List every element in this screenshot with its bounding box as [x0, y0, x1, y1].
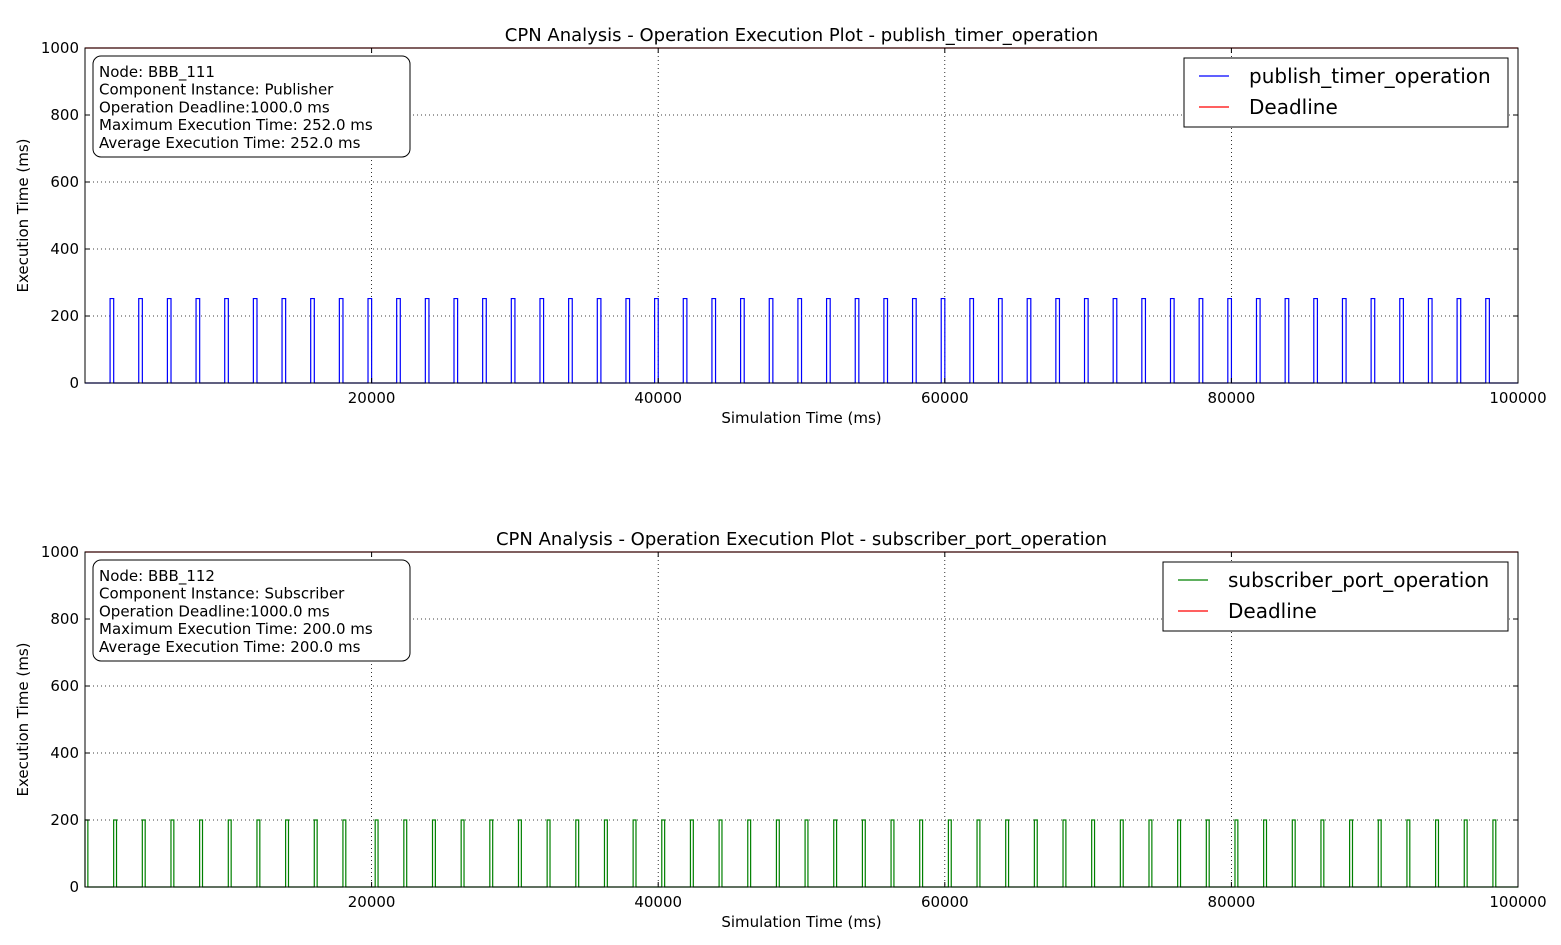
x-tick-label: 100000: [1489, 893, 1546, 911]
y-axis-label: Execution Time (ms): [14, 139, 32, 293]
y-tick-label: 400: [50, 744, 79, 762]
info-box: [92, 55, 411, 158]
x-tick-label: 60000: [921, 389, 969, 407]
x-tick-label: 40000: [634, 389, 682, 407]
axes-frame: [84, 47, 1519, 384]
y-tick-label: 0: [69, 878, 79, 896]
chart-title: CPN Analysis - Operation Execution Plot …: [505, 25, 1098, 46]
info-box-line: Operation Deadline:1000.0 ms: [99, 602, 330, 620]
info-box-line: Node: BBB_111: [99, 63, 215, 82]
x-tick-label: 100000: [1489, 389, 1546, 407]
y-axis-label: Execution Time (ms): [14, 643, 32, 797]
y-tick-label: 600: [50, 173, 79, 191]
info-box-line: Maximum Execution Time: 252.0 ms: [99, 116, 373, 134]
y-tick-label: 800: [50, 610, 79, 628]
info-box-line: Average Execution Time: 252.0 ms: [99, 134, 361, 152]
legend-label: publish_timer_operation: [1249, 64, 1491, 88]
info-box-line: Component Instance: Subscriber: [99, 585, 345, 603]
legend-label: Deadline: [1249, 95, 1338, 119]
y-tick-label: 200: [50, 307, 79, 325]
legend-box: [1183, 57, 1509, 128]
x-tick-label: 20000: [348, 389, 396, 407]
legend-label: Deadline: [1228, 599, 1317, 623]
info-box-line: Component Instance: Publisher: [99, 81, 334, 99]
x-axis-label: Simulation Time (ms): [721, 913, 881, 931]
series-line-publish_timer_operation: [85, 297, 1518, 384]
chart-panel-1: 20000 40000 60000 80000 100000 0 200 400 600 800 1…: [14, 25, 1547, 427]
x-tick-label: 20000: [348, 893, 396, 911]
x-tick-label: 80000: [1208, 893, 1256, 911]
x-tick-label: 80000: [1208, 389, 1256, 407]
series-line-subscriber_port_operation: [84, 819, 1518, 888]
x-tick-label: 60000: [921, 893, 969, 911]
y-tick-label: 600: [50, 677, 79, 695]
y-tick-label: 800: [50, 106, 79, 124]
info-box-line: Average Execution Time: 200.0 ms: [99, 638, 361, 656]
x-tick-label: 40000: [634, 893, 682, 911]
y-tick-label: 200: [50, 811, 79, 829]
info-box-line: Maximum Execution Time: 200.0 ms: [99, 620, 373, 638]
chart-panel-2: 20000 40000 60000 80000 100000 0 200 400 600 800 1…: [14, 529, 1547, 931]
y-tick-label: 0: [69, 374, 79, 392]
info-box-line: Operation Deadline:1000.0 ms: [99, 98, 330, 116]
info-box-line: Node: BBB_112: [99, 567, 215, 586]
info-box: [92, 559, 411, 662]
chart-title: CPN Analysis - Operation Execution Plot …: [496, 529, 1107, 550]
y-tick-label: 400: [50, 240, 79, 258]
x-axis-label: Simulation Time (ms): [721, 409, 881, 427]
y-tick-label: 1000: [41, 39, 79, 57]
axes-frame: [84, 551, 1519, 888]
y-tick-label: 1000: [41, 543, 79, 561]
legend-box: [1162, 561, 1509, 632]
legend-label: subscriber_port_operation: [1228, 568, 1489, 592]
